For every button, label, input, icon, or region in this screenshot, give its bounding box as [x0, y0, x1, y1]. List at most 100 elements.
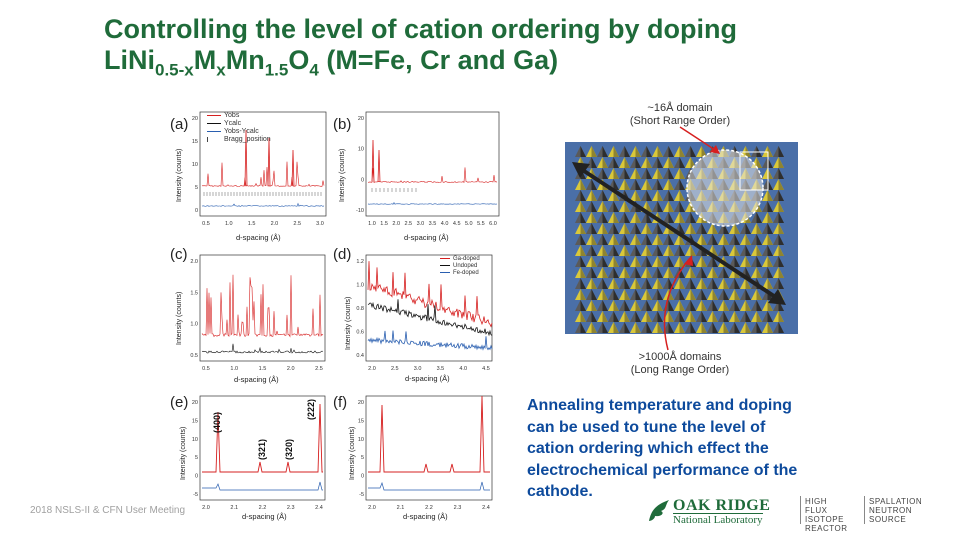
lattice-tile-shade	[756, 234, 762, 245]
lattice-tile-shade	[767, 223, 773, 234]
panel-d-xlabel: d-spacing (Å)	[405, 374, 450, 383]
lattice-tile-shade	[657, 256, 663, 267]
lattice-tile-shade	[602, 267, 608, 278]
lattice-tile-shade	[734, 278, 740, 289]
lattice-tile-shade	[723, 322, 729, 333]
lattice-tile-shade	[734, 245, 740, 256]
lattice-tile-shade	[767, 212, 773, 223]
legend-text: Yobs-Ycalc	[224, 128, 259, 135]
panel-e-label: (e)	[170, 394, 189, 411]
lattice-tile-shade	[602, 289, 608, 300]
lattice-tile-shade	[591, 190, 597, 201]
lattice-tile-shade	[767, 278, 773, 289]
formula-sub-3: 1.5	[264, 60, 289, 80]
lattice-tile-shade	[690, 278, 696, 289]
panel-c-obs-series	[201, 274, 324, 338]
panel-d-xtick: 3.0	[414, 366, 422, 372]
panel-f-ytick: 15	[358, 418, 364, 424]
lattice-tile-shade	[701, 289, 707, 300]
lattice-tile-shade	[723, 289, 729, 300]
legend-item: Yobs	[207, 112, 271, 120]
lattice-tile-shade	[602, 322, 608, 333]
lattice-tile-shade	[723, 311, 729, 322]
panel-f-ytick: 0	[361, 474, 364, 480]
lattice-tile-shade	[679, 256, 685, 267]
lattice-tile-shade	[756, 267, 762, 278]
oak-ridge-name: OAK RIDGE	[673, 497, 771, 514]
lattice-tile-shade	[580, 201, 586, 212]
lattice-tile-shade	[668, 157, 674, 168]
lattice-tile-shade	[701, 267, 707, 278]
legend-text: Bragg_position	[224, 136, 271, 143]
lattice-tile-shade	[778, 278, 784, 289]
formula-sub-2: x	[216, 60, 226, 80]
lattice-tile-shade	[657, 179, 663, 190]
panel-a-peaks	[244, 129, 295, 187]
panel-e-ytick: 0	[195, 474, 198, 480]
lattice-tile-shade	[646, 157, 652, 168]
long-range-pointer	[663, 257, 691, 351]
lattice-tile-shade	[679, 190, 685, 201]
lattice-tile-shade	[635, 267, 641, 278]
formula-part-4: O	[288, 45, 310, 75]
lattice-tile-shade	[690, 212, 696, 223]
lattice-tile-shade	[580, 190, 586, 201]
short-range-label: ~16Å domain (Short Range Order)	[610, 102, 750, 128]
panel-c-ytick: 0.5	[190, 353, 198, 359]
lattice-tile-shade	[679, 146, 685, 157]
lattice-tile-shade	[668, 201, 674, 212]
panel-f-ytick: -5	[359, 492, 364, 498]
lattice-tile-shade	[745, 311, 751, 322]
lattice-tile-shade	[624, 311, 630, 322]
lattice-tile-shade	[723, 300, 729, 311]
panel-b-xtick: 3.0	[417, 221, 425, 227]
lattice-tile-shade	[591, 201, 597, 212]
lattice-tile-shade	[624, 146, 630, 157]
panel-a-xtick: 3.0	[316, 221, 324, 227]
panel-a-xtick: 2.5	[293, 221, 301, 227]
lattice-tile-shade	[613, 245, 619, 256]
formula-sub-1: 0.5-x	[155, 60, 194, 80]
formula-part-3: Mn	[225, 45, 265, 75]
lattice-tile-shade	[657, 267, 663, 278]
lattice-tile-shade	[701, 311, 707, 322]
lattice-tile-shade	[734, 234, 740, 245]
panel-a-diff-series	[201, 202, 325, 207]
panel-d-ytick: 0.8	[356, 306, 364, 312]
lattice-tile-shade	[591, 256, 597, 267]
lattice-tile-shade	[701, 300, 707, 311]
lattice-tile-shade	[767, 157, 773, 168]
lattice-tile-shade	[657, 223, 663, 234]
lattice-tile-shade	[635, 234, 641, 245]
lattice-tile-shade	[613, 223, 619, 234]
panel-d-ytick: 1.2	[356, 259, 364, 265]
lattice-tile-shade	[591, 146, 597, 157]
lattice-tile-shade	[668, 234, 674, 245]
lattice-tile-shade	[778, 256, 784, 267]
lattice-tile-shade	[690, 322, 696, 333]
lattice-tile-shade	[624, 168, 630, 179]
lattice-tile-shade	[690, 311, 696, 322]
lattice-tile-shade	[646, 179, 652, 190]
hfir-line-2: ISOTOPE	[805, 515, 844, 524]
panel-e-xtick: 2.1	[230, 505, 238, 511]
lattice-tile-shade	[690, 300, 696, 311]
lattice-tile-shade	[635, 146, 641, 157]
panel-c-calc-series	[201, 343, 324, 354]
lattice-tile-shade	[602, 201, 608, 212]
panel-a-xtick: 1.5	[248, 221, 256, 227]
oak-ridge-subtitle: National Laboratory	[673, 513, 763, 526]
lattice-tile-shade	[679, 245, 685, 256]
lattice-tile-shade	[624, 212, 630, 223]
lattice-tile-shade	[745, 322, 751, 333]
lattice-tile-shade	[679, 278, 685, 289]
lattice-tile-shade	[778, 311, 784, 322]
lattice-tile-shade	[756, 300, 762, 311]
lattice-tile-shade	[734, 311, 740, 322]
short-range-pointer-head	[710, 145, 720, 154]
panel-a-xlabel: d-spacing (Å)	[236, 233, 281, 242]
lattice-tile-shade	[580, 179, 586, 190]
lattice-tile-shade	[734, 289, 740, 300]
panel-b-xtick: 4.5	[453, 221, 461, 227]
